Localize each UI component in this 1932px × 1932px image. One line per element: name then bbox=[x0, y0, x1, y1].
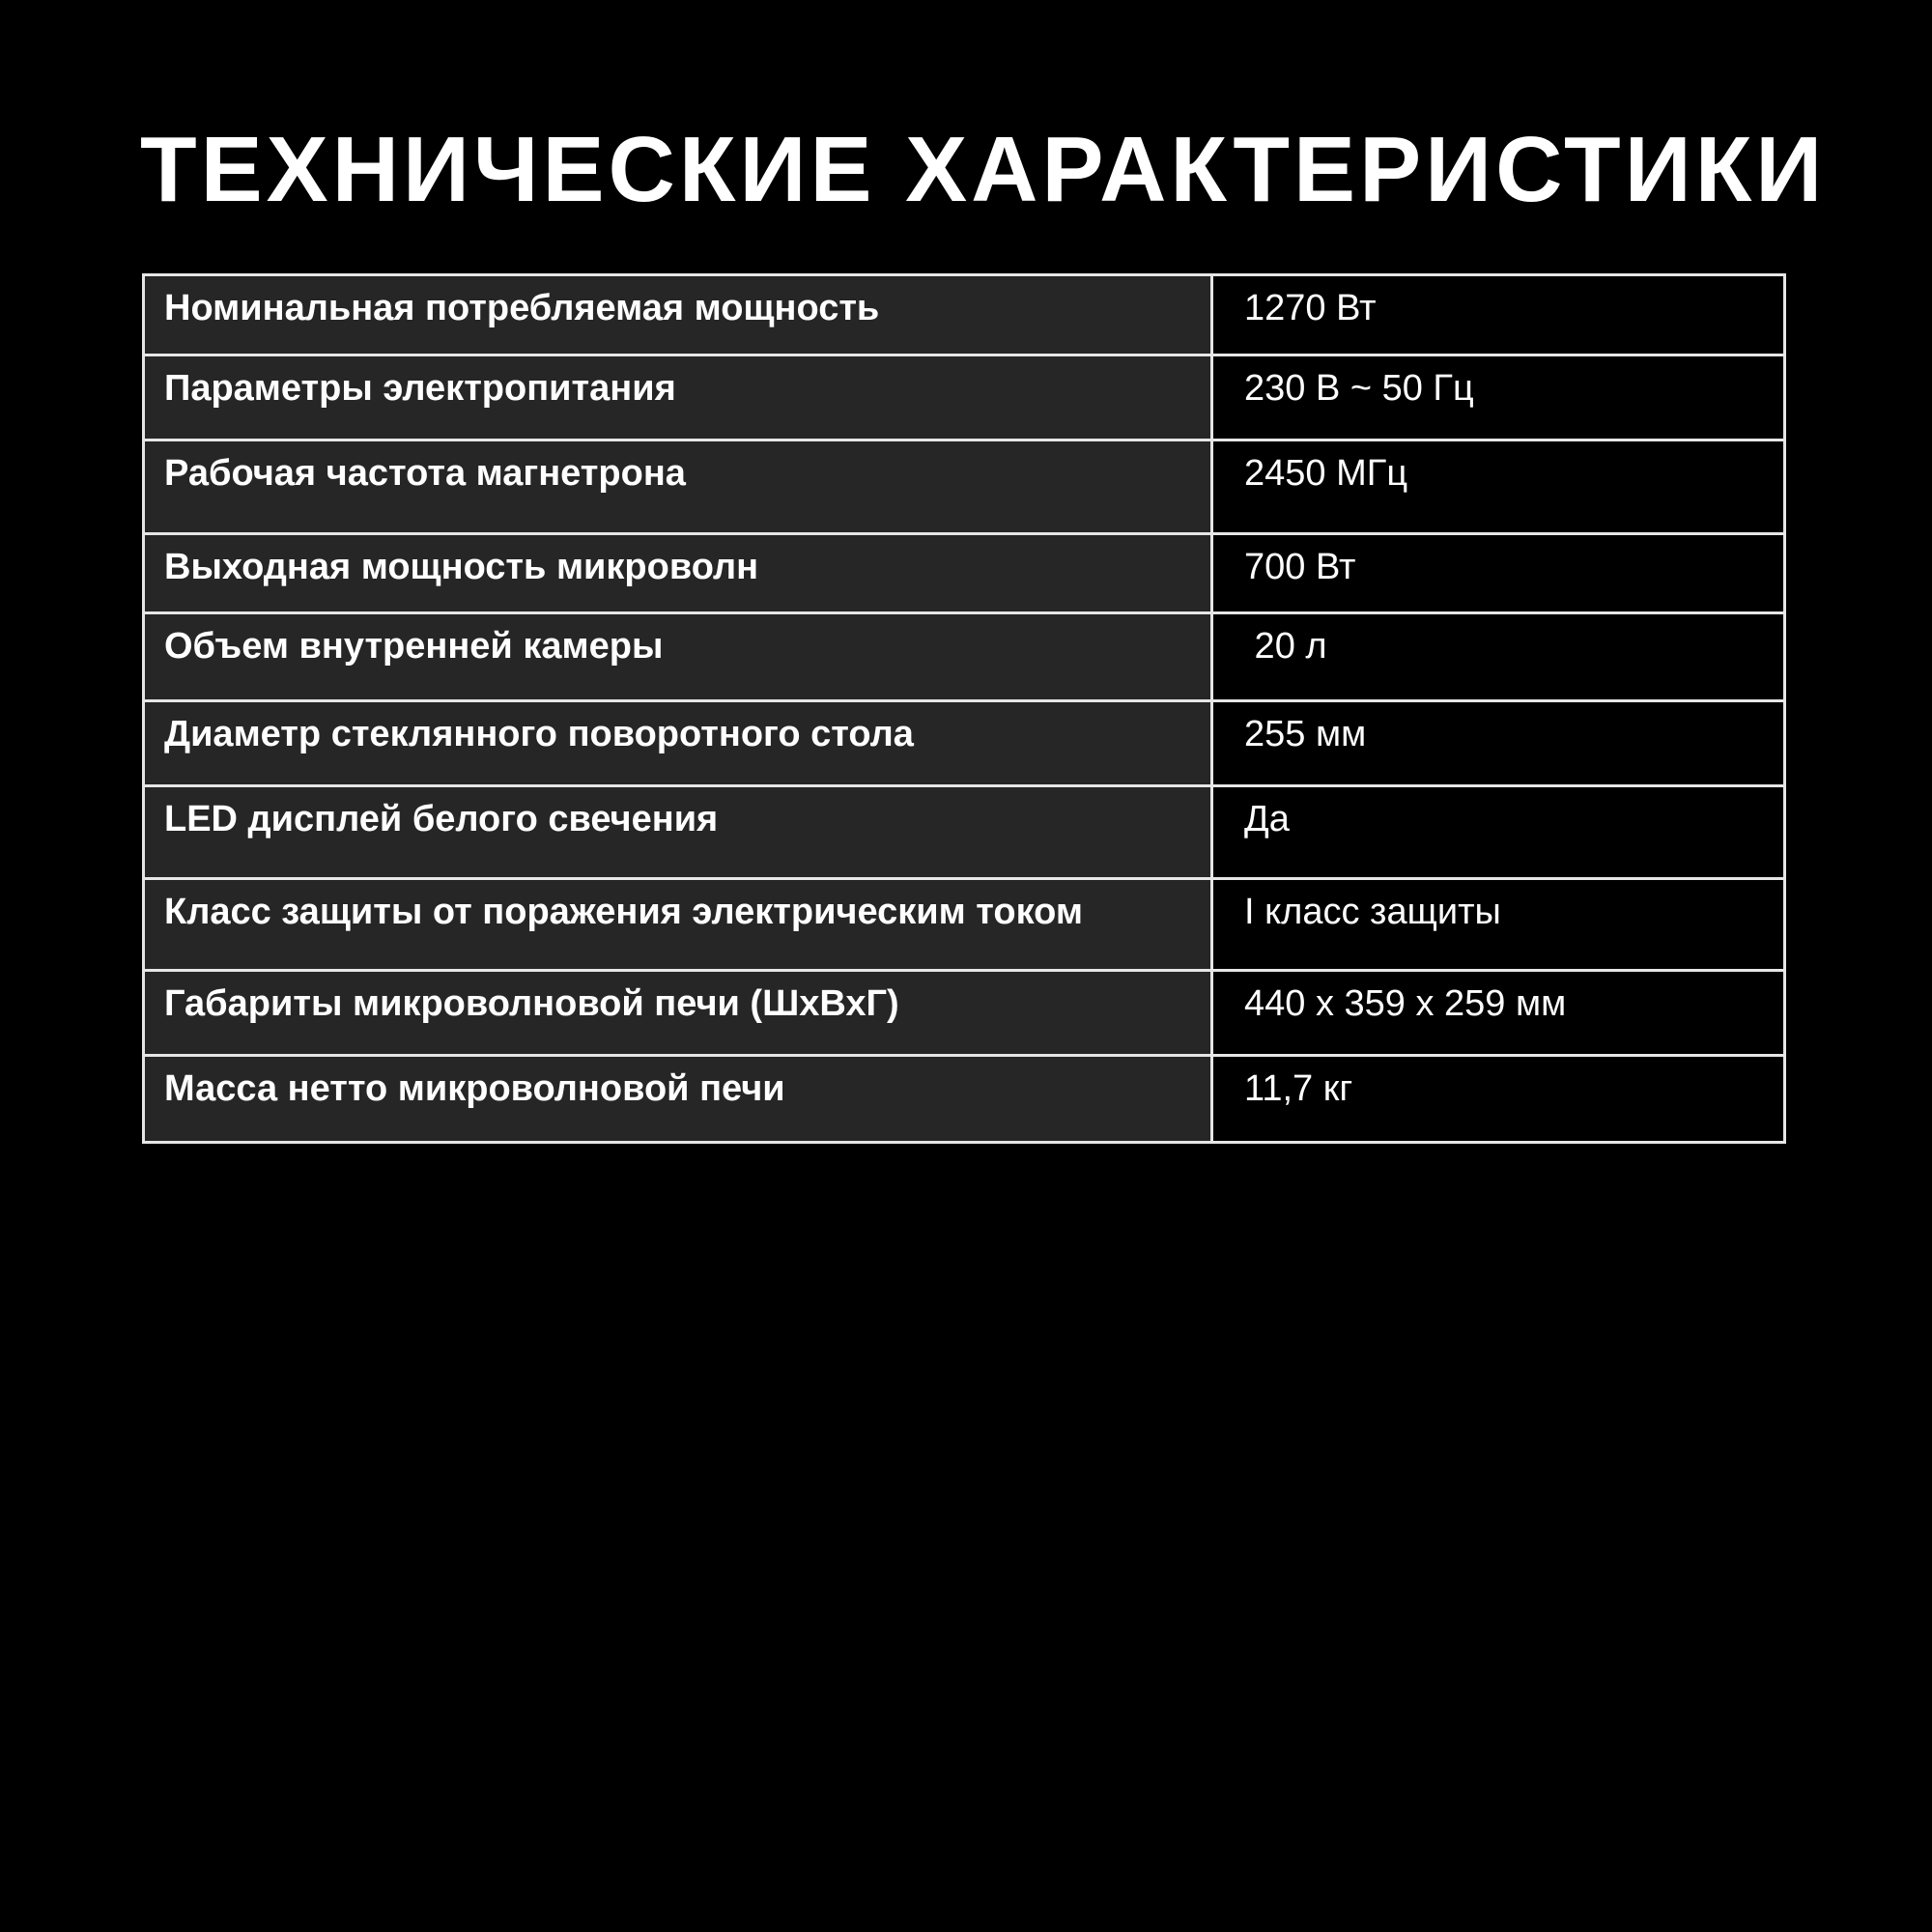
table-row: Номинальная потребляемая мощность 1270 Вт bbox=[142, 273, 1786, 356]
spec-label: LED дисплей белого свечения bbox=[142, 784, 1213, 880]
spec-label: Номинальная потребляемая мощность bbox=[142, 273, 1213, 356]
spec-value: 2450 МГц bbox=[1210, 439, 1786, 535]
spec-value: 700 Вт bbox=[1210, 532, 1786, 614]
spec-value: 230 В ~ 50 Гц bbox=[1210, 354, 1786, 441]
table-row: Рабочая частота магнетрона 2450 МГц bbox=[142, 439, 1786, 535]
table-row: Диаметр стеклянного поворотного стола 255… bbox=[142, 699, 1786, 787]
spec-label: Диаметр стеклянного поворотного стола bbox=[142, 699, 1213, 787]
spec-label: Габариты микроволновой печи (ШхВхГ) bbox=[142, 969, 1213, 1057]
table-row: Параметры электропитания 230 В ~ 50 Гц bbox=[142, 354, 1786, 441]
spec-label: Масса нетто микроволновой печи bbox=[142, 1054, 1213, 1144]
table-row: Класс защиты от поражения электрическим … bbox=[142, 877, 1786, 972]
spec-value: 1270 Вт bbox=[1210, 273, 1786, 356]
spec-label: Объем внутренней камеры bbox=[142, 611, 1213, 702]
spec-label: Параметры электропитания bbox=[142, 354, 1213, 441]
table-row: Выходная мощность микроволн 700 Вт bbox=[142, 532, 1786, 614]
spec-label: Выходная мощность микроволн bbox=[142, 532, 1213, 614]
table-row: Масса нетто микроволновой печи 11,7 кг bbox=[142, 1054, 1786, 1144]
spec-value: 440 x 359 x 259 мм bbox=[1210, 969, 1786, 1057]
spec-value: 11,7 кг bbox=[1210, 1054, 1786, 1144]
specs-table: Номинальная потребляемая мощность 1270 Вт… bbox=[142, 273, 1786, 1144]
table-row: Объем внутренней камеры 20 л bbox=[142, 611, 1786, 702]
table-row: Габариты микроволновой печи (ШхВхГ) 440 x… bbox=[142, 969, 1786, 1057]
spec-label: Рабочая частота магнетрона bbox=[142, 439, 1213, 535]
page-title: ТЕХНИЧЕСКИЕ ХАРАКТЕРИСТИКИ bbox=[140, 118, 1827, 221]
spec-label: Класс защиты от поражения электрическим … bbox=[142, 877, 1213, 972]
spec-value: Да bbox=[1210, 784, 1786, 880]
spec-value: 20 л bbox=[1210, 611, 1786, 702]
table-row: LED дисплей белого свечения Да bbox=[142, 784, 1786, 880]
spec-value: 255 мм bbox=[1210, 699, 1786, 787]
spec-value: I класс защиты bbox=[1210, 877, 1786, 972]
